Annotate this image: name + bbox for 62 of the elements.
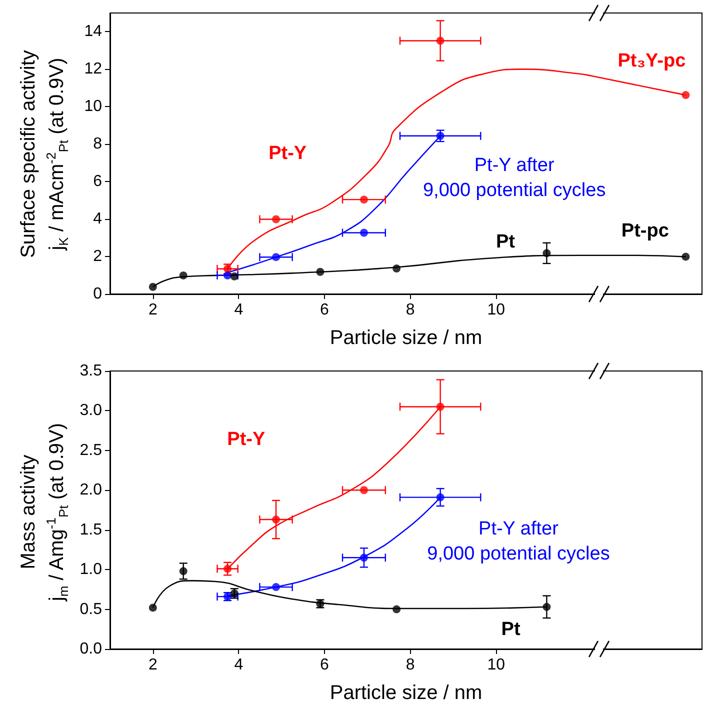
- x-tick-label: 10: [487, 302, 506, 318]
- text: Pt-Y: [268, 143, 307, 164]
- y-tick-label: 1.0: [80, 561, 102, 578]
- y-tick-label: 8: [93, 136, 102, 153]
- series-label: Pt-Y after 9,000 potential cycles: [422, 154, 606, 201]
- x-tick-label: 2: [148, 656, 158, 674]
- y-tick-label: 6: [93, 173, 102, 190]
- x-tick-label: 6: [320, 656, 330, 674]
- series-label: Pt-Y after 9,000 potential cycles: [427, 518, 610, 564]
- point: [392, 605, 401, 614]
- point: [272, 253, 280, 262]
- y-tick-label: 0.0: [80, 640, 102, 658]
- point: [224, 271, 232, 280]
- point: [316, 268, 324, 276]
- point: [436, 493, 444, 502]
- point: [230, 272, 238, 280]
- point: [436, 132, 444, 140]
- y-tick-label: 10: [84, 98, 102, 116]
- point: [682, 91, 690, 100]
- x-tick-label: 2: [148, 302, 158, 318]
- point: [148, 604, 157, 612]
- series-label: Pt: [496, 232, 516, 253]
- y-tick-label: 2.0: [80, 482, 102, 499]
- x-tick-label: 4: [234, 302, 244, 318]
- point: [436, 402, 444, 411]
- point: [542, 249, 551, 258]
- point: [272, 516, 280, 524]
- point: [682, 252, 690, 261]
- y-tick-label: 0: [93, 286, 102, 302]
- point: [272, 215, 280, 224]
- series-label: Pt: [501, 619, 521, 640]
- point: [436, 36, 444, 45]
- point: [360, 554, 368, 562]
- point: [542, 602, 551, 611]
- point: [360, 486, 368, 494]
- x-tick-label: 10: [487, 656, 506, 674]
- point: [148, 282, 157, 291]
- y-tick-label: 2.5: [80, 442, 102, 459]
- y-tick-label: 4: [93, 210, 102, 228]
- series-label: Pt-pc: [621, 220, 670, 242]
- point: [360, 228, 368, 237]
- y-tick-label: 0.5: [80, 600, 102, 618]
- x-axis-title: Particle size / nm: [330, 327, 482, 349]
- y-tick-label: 14: [84, 23, 102, 40]
- point: [179, 567, 188, 576]
- point: [272, 583, 280, 592]
- x-tick-label: 8: [406, 302, 415, 318]
- x-tick-label: 6: [320, 302, 330, 318]
- x-tick-label: 8: [406, 656, 415, 674]
- y-tick-label: 1.5: [80, 521, 102, 538]
- point: [360, 196, 368, 204]
- y-tick-label: 3.0: [80, 402, 102, 420]
- text: Pt-Y: [227, 428, 266, 450]
- x-tick-label: 4: [234, 656, 244, 674]
- point: [179, 271, 188, 280]
- y-tick-label: 12: [84, 60, 102, 78]
- x-axis-title: Particle size / nm: [330, 682, 482, 704]
- series-label: Pt₃Y-pc: [618, 50, 686, 72]
- point: [392, 264, 401, 273]
- y-tick-label: 2: [93, 248, 102, 266]
- point: [224, 564, 232, 573]
- y-tick-label: 3.5: [80, 362, 102, 380]
